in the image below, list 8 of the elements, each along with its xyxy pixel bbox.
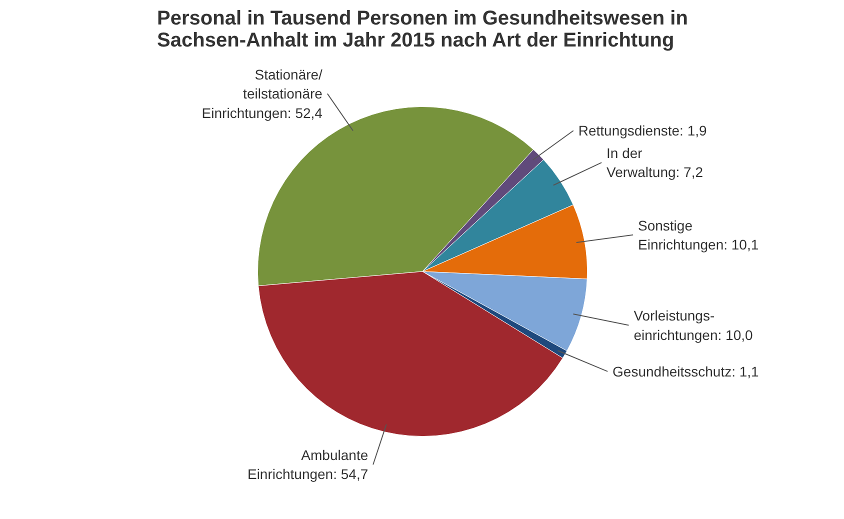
slice-label: Rettungsdienste: 1,9 bbox=[578, 122, 707, 139]
chart-title: Personal in Tausend Personen im Gesundheitswesen in Sachsen-Anhalt im Jahr 2015 nach Art der Einrichtung bbox=[157, 8, 688, 52]
slice-label: Vorleistungs-einrichtungen: 10,0 bbox=[634, 308, 753, 343]
slice-label: Stationäre/ teilstationäre Einrichtungen: 52,4 bbox=[202, 66, 323, 121]
slice-label: Ambulante Einrichtungen: 54,7 bbox=[247, 447, 368, 482]
slice-label: Gesundheitsschutz: 1,1 bbox=[612, 363, 760, 380]
slice-label: Sonstige Einrichtungen: 10,1 bbox=[638, 217, 759, 252]
slice-label: In der Verwaltung: 7,2 bbox=[606, 144, 704, 180]
